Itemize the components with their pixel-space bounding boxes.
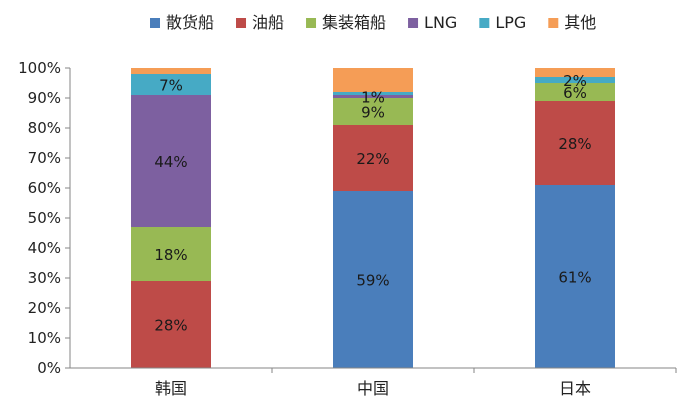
legend-swatch [479, 18, 490, 28]
data-label: 2% [563, 72, 587, 90]
data-label: 6% [563, 84, 587, 102]
bar-segment [131, 281, 211, 368]
data-label: 28% [154, 317, 187, 335]
bar-segment [333, 125, 413, 191]
bar-segment [535, 68, 615, 77]
data-label: 61% [558, 269, 591, 287]
legend: 散货船 油船 集装箱船 LNG LPG 其他 [150, 13, 596, 32]
legend-swatch [236, 18, 247, 28]
bar-segment [333, 98, 413, 125]
bar-segment [131, 68, 211, 74]
legend-label: 集装箱船 [322, 13, 386, 32]
bar-segment [131, 74, 211, 95]
legend-label: LPG [495, 13, 526, 32]
bar-segment [333, 95, 413, 98]
x-tick-label: 韩国 [155, 379, 187, 398]
data-label: 44% [154, 153, 187, 171]
y-tick-label: 60% [28, 179, 61, 197]
data-label: 9% [361, 104, 385, 122]
bar-segment [131, 227, 211, 281]
legend-label: 其他 [564, 13, 596, 32]
legend-swatch [408, 18, 419, 28]
legend-swatch [150, 18, 160, 28]
y-tick-label: 20% [28, 299, 61, 317]
legend-label: LNG [424, 13, 457, 32]
bar-segment [535, 101, 615, 185]
legend-swatch [548, 18, 559, 28]
data-label: 22% [356, 150, 389, 168]
bars [131, 68, 615, 368]
axes: 0% 10% 20% 30% 40% 50% 60% 70% 80% 90% 100% 韩国 中国 日本 [18, 59, 677, 398]
bar-segment [535, 77, 615, 83]
bar-segment [535, 185, 615, 368]
y-tick-label: 0% [37, 359, 61, 377]
bar-segment [333, 68, 413, 92]
legend-swatch [306, 18, 317, 28]
legend-label: 油船 [252, 13, 284, 32]
y-tick-label: 50% [28, 209, 61, 227]
x-tick-label: 中国 [357, 379, 389, 398]
bar-segment [535, 83, 615, 101]
data-label: 1% [361, 89, 385, 107]
y-tick-label: 30% [28, 269, 61, 287]
y-tick-label: 90% [28, 89, 61, 107]
y-tick-label: 40% [28, 239, 61, 257]
y-tick-label: 100% [18, 59, 61, 77]
data-label: 18% [154, 246, 187, 264]
x-tick-label: 日本 [559, 379, 591, 398]
bar-segment [333, 92, 413, 95]
bar-segment [333, 191, 413, 368]
data-labels: 28% 18% 44% 7% 59% 22% 9%1% 61% 28% 6%2% [154, 72, 591, 335]
data-label: 7% [159, 77, 183, 95]
data-label: 59% [356, 272, 389, 290]
data-label: 28% [558, 135, 591, 153]
y-tick-label: 70% [28, 149, 61, 167]
y-tick-label: 10% [28, 329, 61, 347]
bar-segment [131, 95, 211, 227]
y-tick-label: 80% [28, 119, 61, 137]
legend-label: 散货船 [166, 13, 214, 32]
